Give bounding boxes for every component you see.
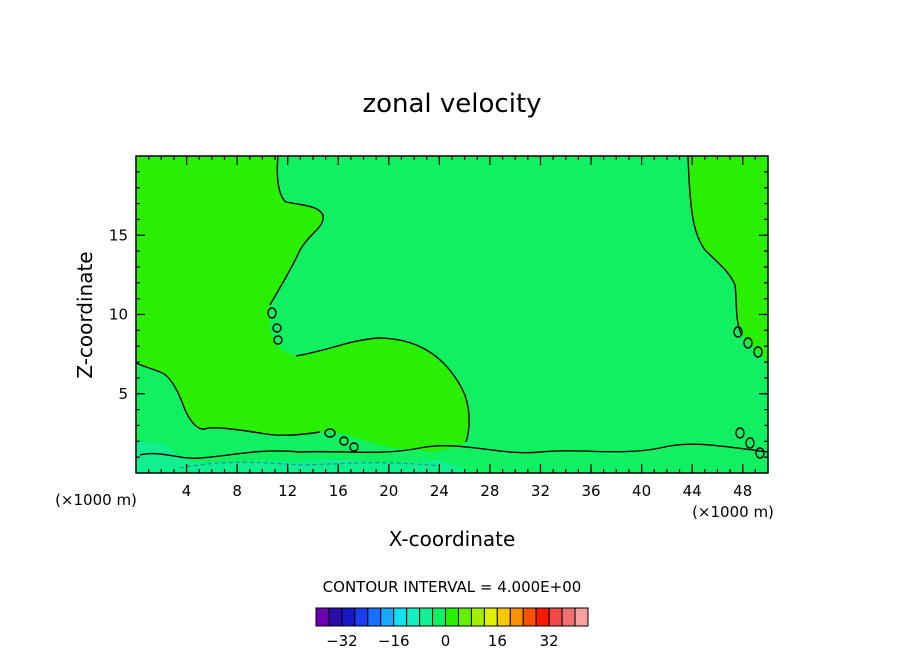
- colorbar-cell: [457, 607, 472, 627]
- colorbar-cell: [522, 607, 537, 627]
- colorbar-cell: [367, 607, 382, 627]
- y-tick-label: 10: [109, 306, 128, 324]
- colorbar-cell: [548, 607, 563, 627]
- colorbar-cell: [354, 607, 369, 627]
- contour-region-right: [688, 156, 768, 362]
- contour-closed-2: [272, 323, 282, 333]
- colorbar-cell: [315, 607, 330, 627]
- x-tick-label: 4: [182, 482, 192, 500]
- contour-closed-6: [753, 346, 763, 358]
- x-tick-label: 8: [232, 482, 242, 500]
- contour-closed-5: [743, 337, 753, 349]
- colorbar-cell: [483, 607, 498, 627]
- contour-region-bottom: [136, 440, 470, 473]
- colorbar-cell: [470, 607, 485, 627]
- contour-line-left: [269, 156, 324, 306]
- x-tick-label: 24: [430, 482, 449, 500]
- contour-closed-8: [339, 436, 349, 446]
- chart-title: zonal velocity: [362, 89, 541, 119]
- x-tick-label: 40: [632, 482, 651, 500]
- colorbar-tick-label: 0: [441, 632, 451, 650]
- y-axis-label: Z-coordinate: [73, 251, 97, 378]
- contour-closed-9: [349, 442, 359, 452]
- colorbar-cell: [393, 607, 408, 627]
- colorbar-tick-label: −32: [326, 632, 358, 650]
- colorbar-tick-label: −16: [378, 632, 410, 650]
- y-tick-label: 15: [109, 226, 128, 244]
- contour-closed-1: [267, 307, 277, 319]
- colorbar-cell: [380, 607, 395, 627]
- colorbar-cell: [509, 607, 524, 627]
- contour-closed-3: [273, 335, 283, 345]
- colorbar: −32 −16 0 16 32: [315, 607, 589, 650]
- x-tick-label: 36: [581, 482, 600, 500]
- contour-closed-4: [733, 326, 743, 338]
- x-axis-label: X-coordinate: [389, 527, 516, 551]
- colorbar-cell: [535, 607, 550, 627]
- x-tick-label: 32: [531, 482, 550, 500]
- x-tick-label: 16: [329, 482, 348, 500]
- x-tick-label: 48: [733, 482, 752, 500]
- contour-region-left: [136, 156, 470, 452]
- contour-closed-7: [324, 428, 336, 438]
- colorbar-cell: [341, 607, 356, 627]
- contour-line-lower-left: [136, 362, 321, 436]
- contour-closed-10: [735, 427, 745, 439]
- contour-interval-text: CONTOUR INTERVAL = 4.000E+00: [323, 578, 582, 596]
- contour-line-right: [687, 156, 743, 336]
- contour-line-bottom: [139, 443, 768, 459]
- x-tick-label: 28: [480, 482, 499, 500]
- colorbar-cell: [419, 607, 434, 627]
- colorbar-cell: [432, 607, 447, 627]
- plot-area: [136, 156, 768, 473]
- y-tick-label: 5: [118, 385, 128, 403]
- colorbar-cell: [328, 607, 343, 627]
- contour-line-middle: [295, 337, 470, 443]
- x-tick-label: 12: [278, 482, 297, 500]
- colorbar-cell: [406, 607, 421, 627]
- contour-lines: [136, 156, 768, 459]
- contour-closed-11: [745, 437, 755, 449]
- contour-line-dashed: [179, 461, 441, 469]
- colorbar-cell: [496, 607, 511, 627]
- x-unit-right: (×1000 m): [692, 503, 774, 521]
- colorbar-tick-label: 16: [488, 632, 507, 650]
- colorbar-tick-label: 32: [540, 632, 559, 650]
- colorbar-cell: [574, 607, 589, 627]
- contour-closed-12: [755, 447, 765, 459]
- x-tick-label: 44: [683, 482, 702, 500]
- colorbar-cell: [445, 607, 459, 627]
- x-tick-label: 20: [379, 482, 398, 500]
- colorbar-cell: [561, 607, 576, 627]
- x-unit-left: (×1000 m): [55, 491, 137, 509]
